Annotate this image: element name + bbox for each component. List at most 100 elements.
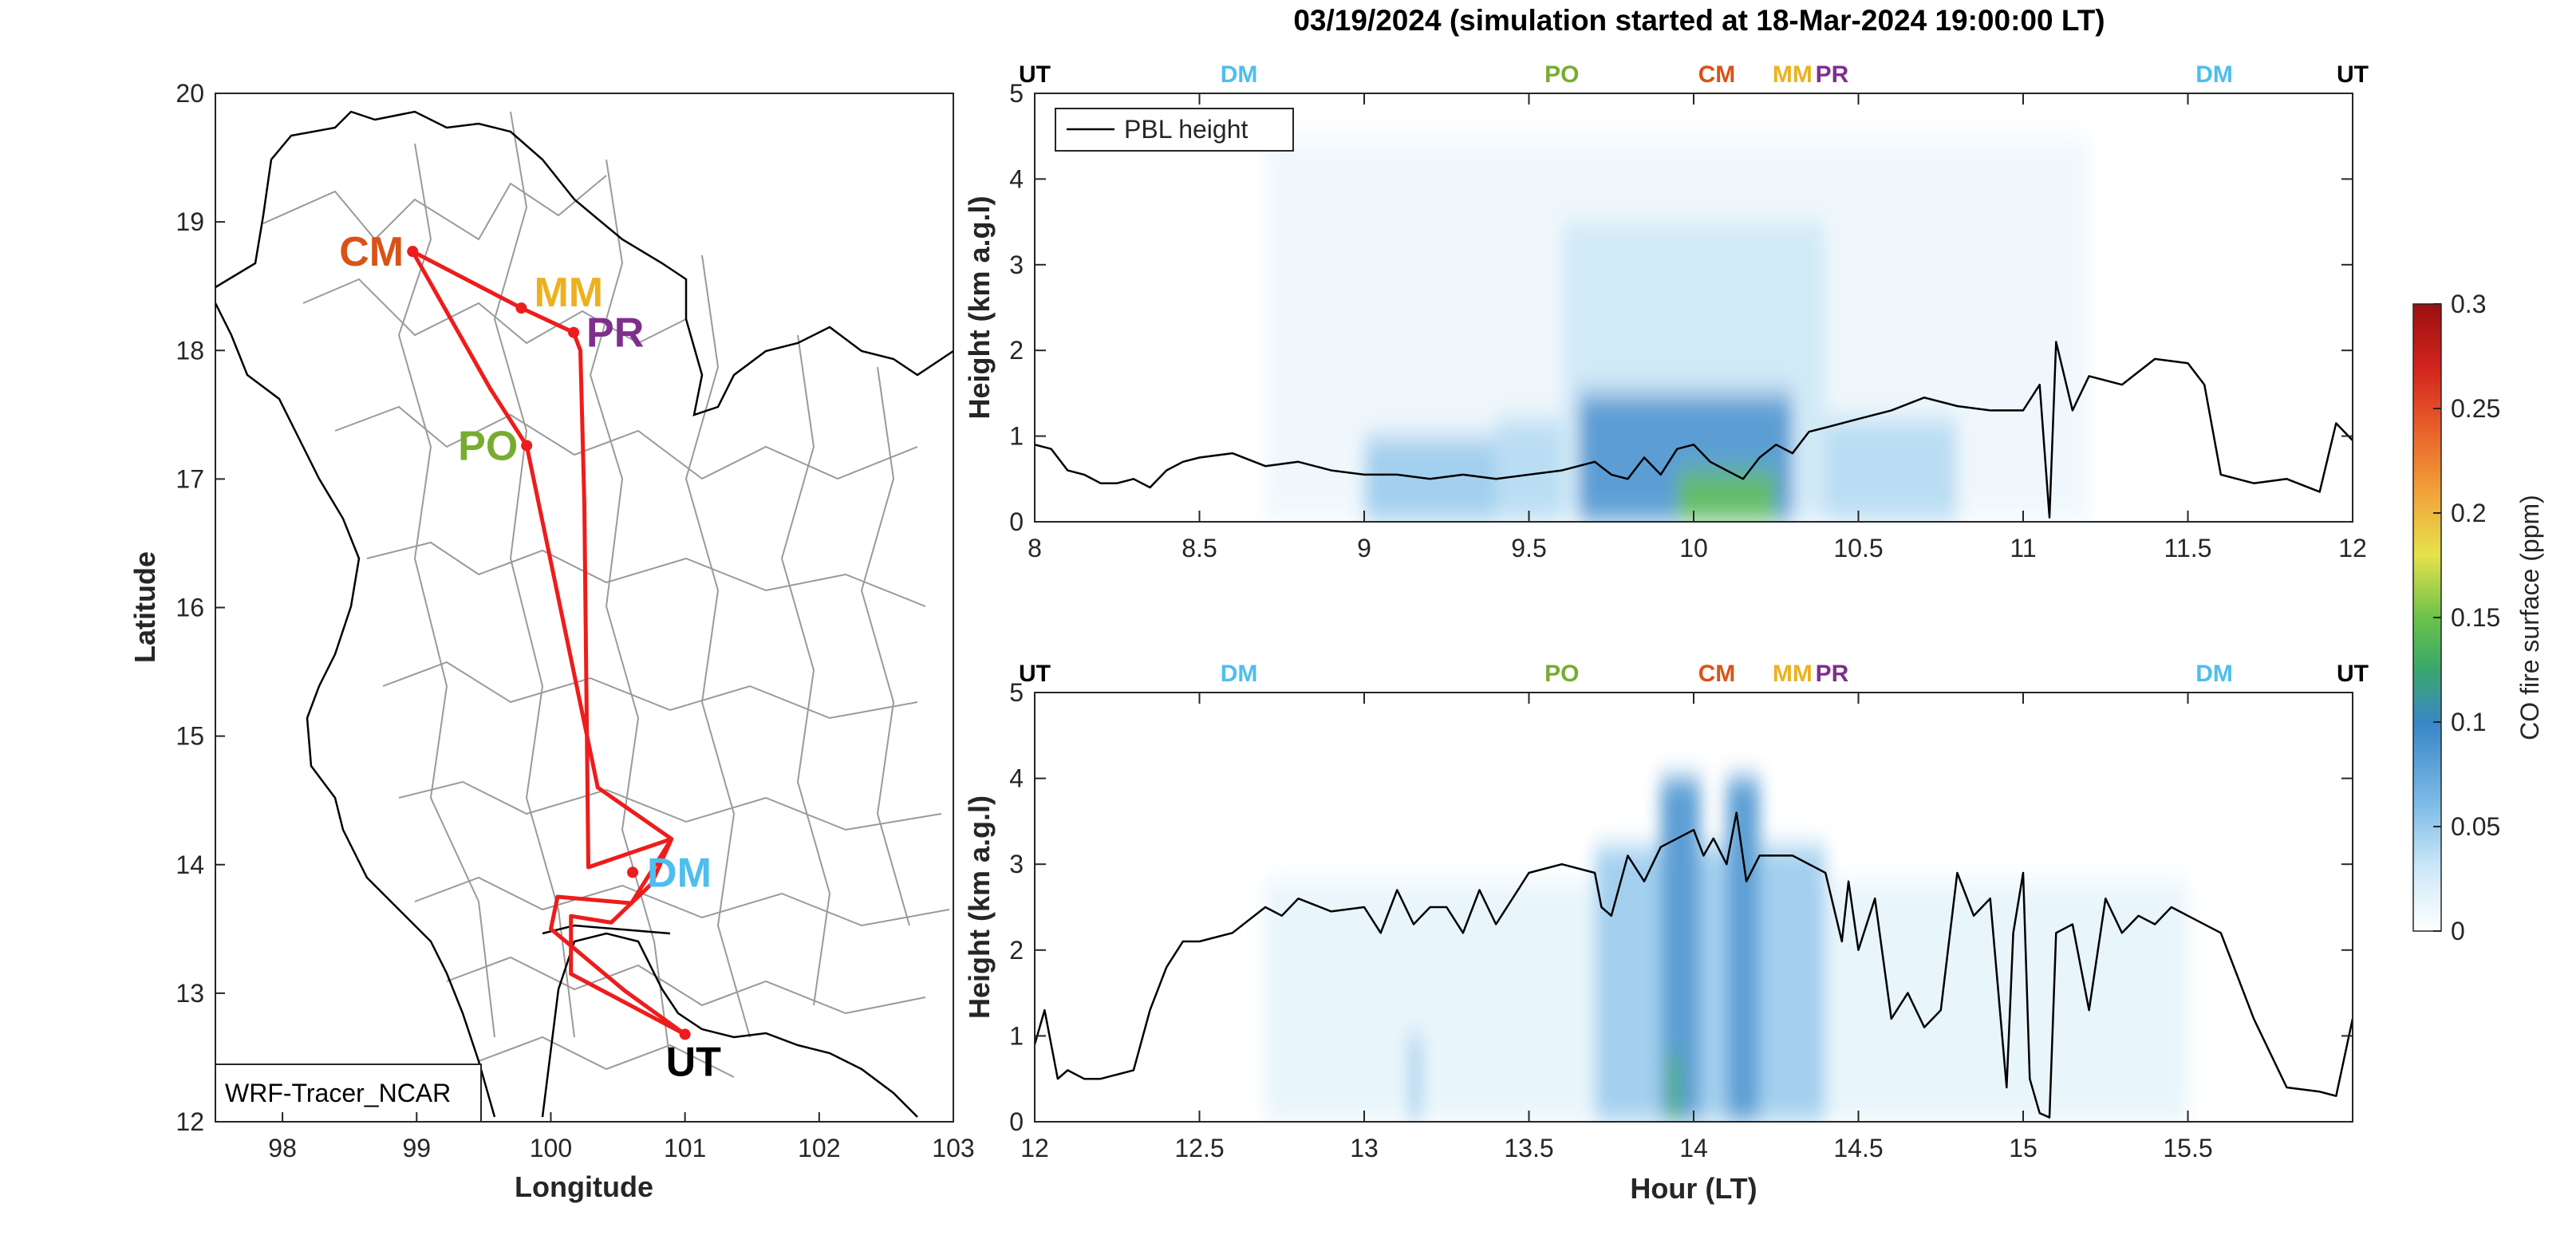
map-xtick-label: 103 <box>932 1134 974 1162</box>
map-xtick-label: 101 <box>664 1134 706 1162</box>
colorbar-tick-label: 0.25 <box>2451 394 2500 423</box>
site-marker-ut: UT <box>2337 61 2369 88</box>
map-ytick-label: 14 <box>176 850 204 879</box>
co-field-cell <box>1677 470 1777 522</box>
co-field-blurred <box>1265 778 2188 1122</box>
xtick-label: 12.5 <box>1174 1134 1224 1162</box>
map-legend-box <box>215 1064 482 1123</box>
map-ytick-label: 12 <box>176 1107 204 1136</box>
co-field-cell <box>1667 1052 1681 1122</box>
coastline <box>541 932 918 1118</box>
site-marker-pr <box>568 326 580 338</box>
colorbar-tick-label: 0.1 <box>2451 708 2486 736</box>
xtick-label: 13 <box>1350 1134 1379 1162</box>
xtick-label: 14.5 <box>1833 1134 1883 1162</box>
site-marker-dm: DM <box>1221 661 1258 687</box>
map-ticks: 98 99 100 101 102 103 12 13 14 15 16 17 18 19 20 <box>176 79 974 1162</box>
xtick-label: 12 <box>1020 1134 1049 1162</box>
xtick-label: 8 <box>1028 534 1042 562</box>
colorbar-tick-label: 0.3 <box>2451 290 2486 318</box>
map-xtick-label: 100 <box>530 1134 572 1162</box>
site-marker-cm <box>407 246 419 258</box>
site-marker-ut: UT <box>1019 61 1051 88</box>
site-marker-dm: DM <box>2195 661 2233 687</box>
map-xtick-label: 98 <box>268 1134 297 1162</box>
site-marker-ut <box>679 1028 691 1040</box>
ytick-label: 2 <box>1009 936 1024 965</box>
ytick-label: 4 <box>1009 164 1024 193</box>
map-ytick-label: 17 <box>176 464 204 493</box>
xtick-label: 15.5 <box>2163 1134 2212 1162</box>
pbl-legend-label: PBL height <box>1124 115 1248 144</box>
colorbar-tick-label: 0.05 <box>2451 812 2500 841</box>
site-label-cm: CM <box>339 229 404 275</box>
co-concentration-field <box>1265 778 2188 1122</box>
map-ytick-label: 18 <box>176 336 204 365</box>
colorbar-label: CO fire surface (ppm) <box>2515 495 2544 740</box>
xtick-label: 10 <box>1679 534 1708 562</box>
site-label-pr: PR <box>586 310 644 357</box>
xtick-label: 10.5 <box>1833 534 1883 562</box>
ytick-label: 3 <box>1009 251 1024 279</box>
panel-ylabel: Height (km a.g.l) <box>963 195 996 419</box>
ytick-label: 2 <box>1009 336 1024 365</box>
map-legend-label: WRF-Tracer_NCAR <box>225 1079 451 1107</box>
site-marker-mm: MM <box>1773 661 1813 687</box>
co-field-blurred <box>1265 136 2089 522</box>
ytick-label: 1 <box>1009 422 1024 451</box>
pbl-height-line <box>1033 811 2354 1119</box>
site-marker-cm: CM <box>1698 661 1736 687</box>
ytick-label: 0 <box>1009 1107 1024 1136</box>
ytick-label: 4 <box>1009 764 1024 793</box>
site-marker-cm: CM <box>1698 61 1736 88</box>
xtick-label: 8.5 <box>1181 534 1217 562</box>
map-ytick-label: 20 <box>176 79 204 108</box>
ytick-label: 3 <box>1009 850 1024 878</box>
site-marker-dm: DM <box>2195 61 2233 88</box>
site-label-po: PO <box>458 423 518 469</box>
ytick-label: 5 <box>1009 678 1024 707</box>
xtick-label: 9 <box>1357 534 1371 562</box>
colorbar-ticks: 0 0.05 0.1 0.15 0.2 0.25 0.3 <box>2433 290 2500 945</box>
site-marker-pr: PR <box>1816 61 1849 88</box>
ytick-label: 0 <box>1009 507 1024 536</box>
map-xlabel: Longitude <box>515 1170 653 1203</box>
xtick-label: 11.5 <box>2164 534 2212 562</box>
ytick-label: 5 <box>1009 79 1024 108</box>
site-marker-po: PO <box>1544 61 1579 88</box>
colorbar-tick-label: 0.2 <box>2451 499 2486 527</box>
site-label-mm: MM <box>534 270 603 316</box>
xtick-label: 12 <box>2338 534 2367 562</box>
xtick-label: 14 <box>1679 1134 1708 1162</box>
map-ytick-label: 13 <box>176 979 204 1008</box>
co-concentration-field <box>1265 136 2089 522</box>
co-field-cell <box>1595 846 1826 1122</box>
map-ytick-label: 16 <box>176 594 204 622</box>
site-marker-po <box>521 440 533 452</box>
site-marker-ut: UT <box>1019 661 1051 687</box>
co-field-cell <box>1726 778 1760 1122</box>
map-ytick-label: 15 <box>176 722 204 751</box>
site-marker-pr: PR <box>1816 661 1849 687</box>
site-marker-mm <box>515 302 527 314</box>
site-marker-mm: MM <box>1773 61 1813 88</box>
ytick-label: 1 <box>1009 1021 1024 1050</box>
province-boundaries <box>262 111 950 1078</box>
panel-ylabel: Height (km a.g.l) <box>963 795 996 1019</box>
site-marker-ut: UT <box>2337 661 2369 687</box>
xtick-label: 13.5 <box>1504 1134 1553 1162</box>
xtick-label: 9.5 <box>1511 534 1546 562</box>
figure-title: 03/19/2024 (simulation started at 18-Mar… <box>1293 4 2105 37</box>
colorbar: 0 0.05 0.1 0.15 0.2 0.25 0.3 CO fire surface (… <box>2412 290 2544 945</box>
map-xtick-label: 99 <box>402 1134 431 1162</box>
colorbar-tick-label: 0 <box>2451 917 2465 945</box>
map-xtick-label: 102 <box>798 1134 840 1162</box>
site-marker-po: PO <box>1544 661 1579 687</box>
map-ytick-label: 19 <box>176 207 204 236</box>
